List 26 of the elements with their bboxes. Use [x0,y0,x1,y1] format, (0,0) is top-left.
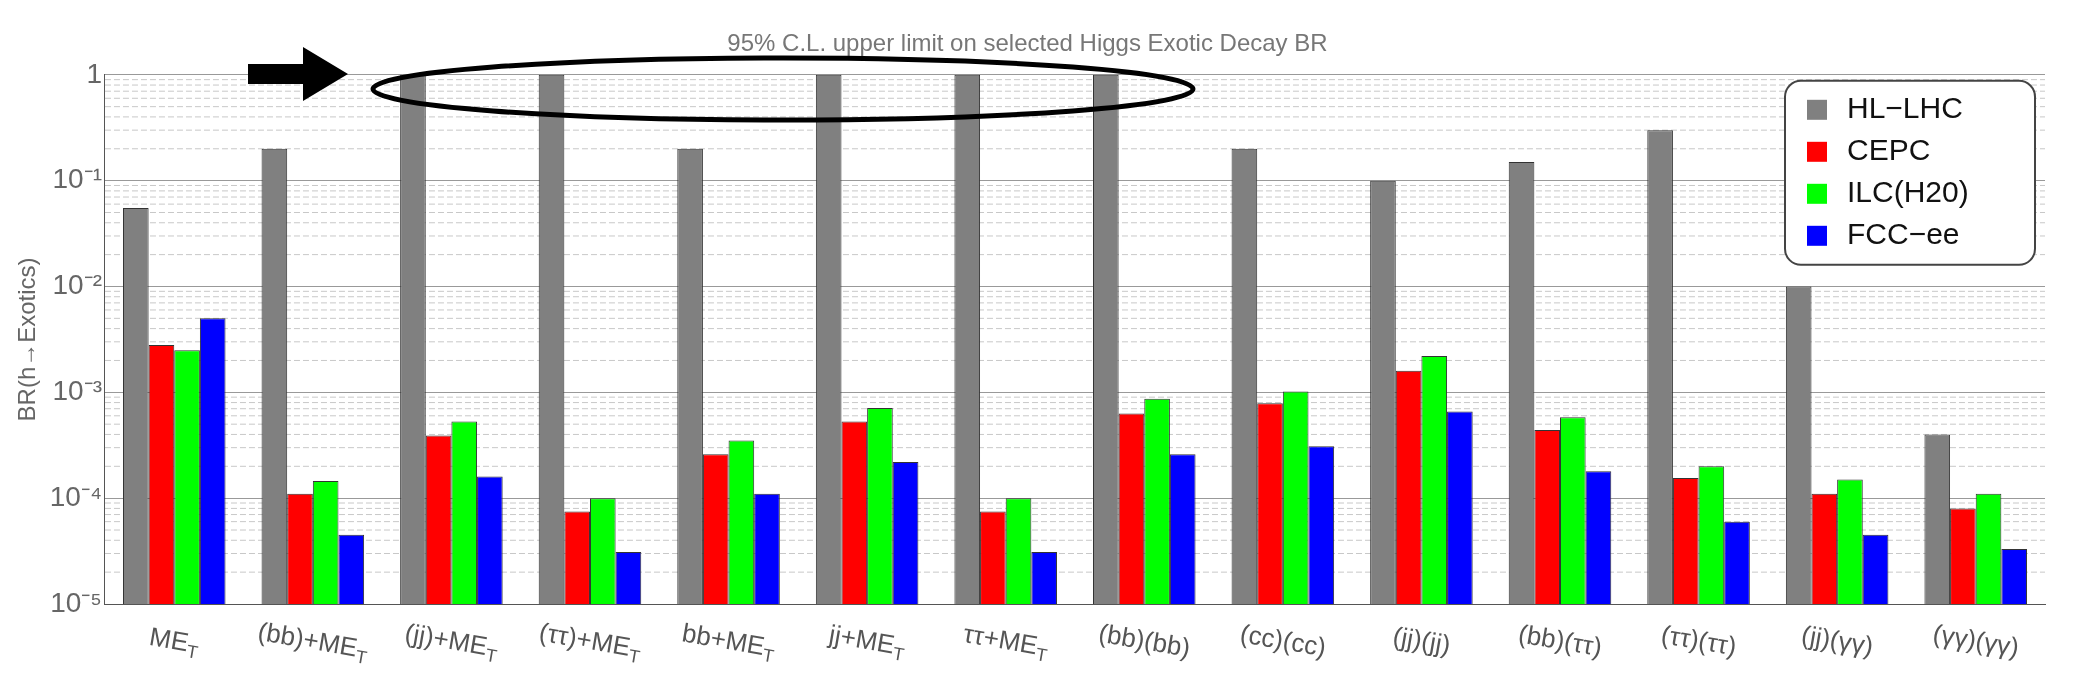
legend-label: CEPC [1847,133,1931,167]
y-tick-label: 10⁻¹ [52,163,102,195]
y-tick-label: 10⁻⁵ [50,586,102,618]
x-tick-label: (cc)(cc) [1237,618,1329,663]
x-tick-label: MET [147,621,200,663]
x-tick-label: (bb)(bb) [1096,617,1193,663]
y-tick-label: 10⁻⁴ [49,480,102,512]
y-tick-label: 10⁻² [52,269,102,301]
x-tick-label: (jj)(γγ) [1799,619,1876,662]
x-tick-label: (jj)(jj) [1390,620,1453,660]
legend-label: ILC(H20) [1847,175,1969,209]
legend-label: HL−LHC [1847,91,1963,125]
y-tick-label: 1 [86,57,102,89]
x-tick-label: bb+MET [679,617,776,667]
x-tick-label: (γγ)(γγ) [1930,618,2022,663]
y-axis-title: BR(h→Exotics) [13,257,41,422]
x-tick-label: ττ+MET [961,618,1049,666]
x-tick-label: (ττ)+MET [536,616,642,668]
x-tick-label: (bb)(ττ) [1516,618,1605,663]
x-tick-label: jj+MET [826,618,906,666]
x-tick-label: (bb)+MET [255,615,369,669]
legend-label: FCC−ee [1847,217,1960,251]
chart-title: 95% C.L. upper limit on selected Higgs Exotic Decay BR [727,29,1328,57]
x-tick-label: (ττ)(ττ) [1659,619,1739,662]
y-tick-label: 10⁻³ [52,375,102,407]
x-tick-label: (jj)+MET [402,617,499,667]
